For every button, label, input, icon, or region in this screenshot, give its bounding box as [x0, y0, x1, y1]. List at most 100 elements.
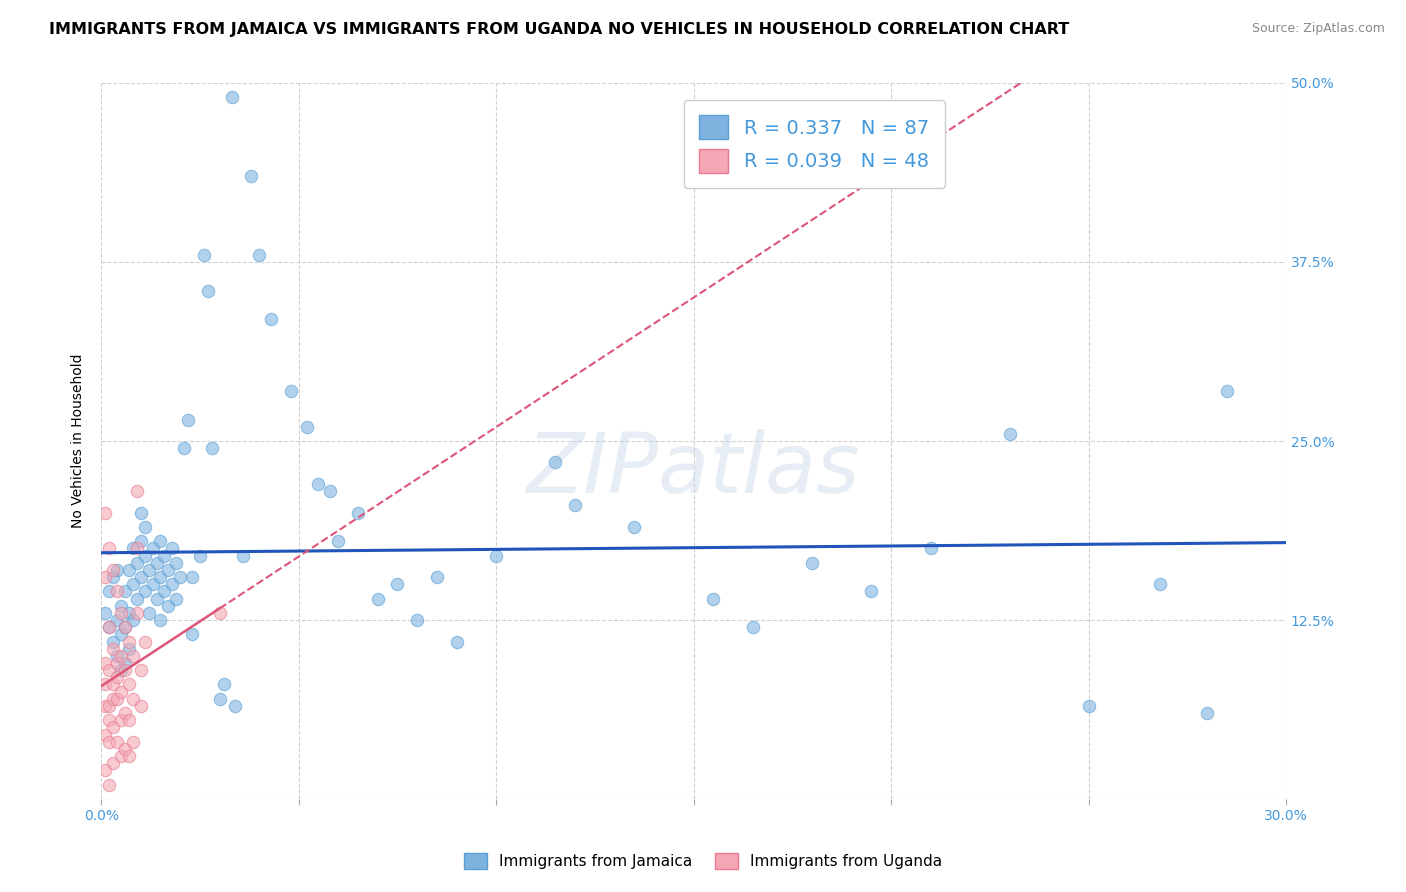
Point: [142, 541, 165, 556]
Point: [134, 634, 156, 648]
Point: [295, 419, 318, 434]
Point: [142, 577, 165, 591]
Point: [125, 484, 148, 499]
Point: [1216, 384, 1239, 398]
Point: [157, 599, 180, 613]
Point: [118, 563, 141, 577]
Point: [240, 169, 263, 183]
Point: [94, 728, 117, 742]
Y-axis label: No Vehicles in Household: No Vehicles in Household: [72, 354, 86, 528]
Point: [406, 613, 429, 627]
Point: [105, 691, 128, 706]
Point: [110, 599, 132, 613]
Point: [181, 570, 204, 584]
Point: [129, 506, 152, 520]
Text: Source: ZipAtlas.com: Source: ZipAtlas.com: [1251, 22, 1385, 36]
Point: [118, 713, 141, 727]
Point: [149, 613, 172, 627]
Point: [98, 713, 121, 727]
Point: [169, 570, 191, 584]
Point: [367, 591, 389, 606]
Point: [110, 663, 132, 677]
Point: [208, 691, 231, 706]
Point: [114, 620, 136, 634]
Point: [145, 556, 167, 570]
Point: [94, 698, 117, 713]
Point: [129, 698, 152, 713]
Point: [446, 634, 468, 648]
Point: [201, 441, 224, 455]
Point: [328, 534, 350, 549]
Point: [741, 620, 763, 634]
Point: [1149, 577, 1171, 591]
Point: [101, 756, 124, 771]
Point: [121, 735, 143, 749]
Point: [110, 684, 132, 698]
Point: [138, 563, 160, 577]
Point: [101, 641, 124, 656]
Point: [110, 713, 132, 727]
Point: [121, 691, 143, 706]
Legend: Immigrants from Jamaica, Immigrants from Uganda: Immigrants from Jamaica, Immigrants from…: [457, 847, 949, 875]
Point: [105, 648, 128, 663]
Point: [94, 606, 117, 620]
Point: [105, 563, 128, 577]
Legend: R = 0.337   N = 87, R = 0.039   N = 48: R = 0.337 N = 87, R = 0.039 N = 48: [683, 100, 945, 188]
Point: [153, 584, 176, 599]
Point: [138, 606, 160, 620]
Point: [232, 549, 254, 563]
Point: [134, 520, 156, 534]
Point: [118, 606, 141, 620]
Point: [94, 677, 117, 691]
Point: [564, 499, 586, 513]
Point: [307, 477, 329, 491]
Text: ZIPatlas: ZIPatlas: [527, 429, 860, 510]
Point: [98, 663, 121, 677]
Point: [197, 284, 219, 298]
Point: [101, 677, 124, 691]
Point: [221, 90, 243, 104]
Point: [101, 721, 124, 735]
Point: [121, 577, 143, 591]
Point: [165, 556, 187, 570]
Point: [125, 606, 148, 620]
Point: [426, 570, 449, 584]
Point: [623, 520, 645, 534]
Point: [125, 541, 148, 556]
Point: [347, 506, 370, 520]
Point: [98, 778, 121, 792]
Point: [181, 627, 204, 641]
Point: [224, 698, 246, 713]
Point: [110, 627, 132, 641]
Point: [114, 663, 136, 677]
Point: [105, 613, 128, 627]
Point: [101, 634, 124, 648]
Point: [153, 549, 176, 563]
Point: [101, 563, 124, 577]
Point: [98, 620, 121, 634]
Point: [247, 248, 270, 262]
Point: [114, 706, 136, 720]
Point: [319, 484, 342, 499]
Point: [212, 677, 235, 691]
Point: [121, 613, 143, 627]
Point: [114, 656, 136, 670]
Point: [105, 670, 128, 684]
Point: [101, 570, 124, 584]
Point: [702, 591, 724, 606]
Point: [208, 606, 231, 620]
Point: [98, 698, 121, 713]
Point: [105, 584, 128, 599]
Point: [118, 749, 141, 764]
Point: [485, 549, 508, 563]
Point: [387, 577, 409, 591]
Point: [110, 648, 132, 663]
Point: [94, 506, 117, 520]
Point: [121, 648, 143, 663]
Point: [157, 563, 180, 577]
Point: [188, 549, 211, 563]
Point: [94, 764, 117, 778]
Point: [145, 591, 167, 606]
Point: [129, 534, 152, 549]
Point: [260, 312, 283, 326]
